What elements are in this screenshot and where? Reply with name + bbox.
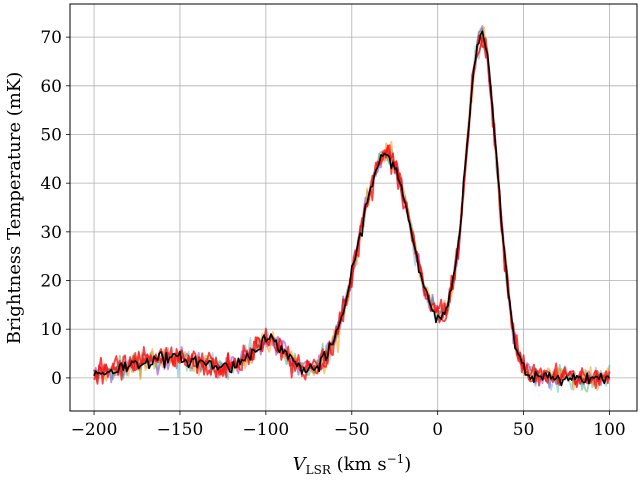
grid (70, 4, 637, 411)
x-tick-label: −50 (334, 420, 370, 440)
y-tick-label: 0 (51, 369, 62, 389)
y-axis-label: Brightness Temperature (mK) (4, 72, 25, 345)
x-axis-label: VLSR (km s−1) (293, 452, 412, 477)
series-group (93, 25, 611, 393)
y-tick-label: 10 (40, 320, 62, 340)
series-line (93, 34, 610, 390)
x-tick-label: −150 (157, 420, 204, 440)
y-tick-label: 40 (40, 174, 62, 194)
x-tick-label: 0 (432, 420, 443, 440)
ticks: −200 −150 −100 −50 0 50 100 0 10 20 30 40 50 60 70 (40, 28, 625, 440)
x-tick-label: 50 (513, 420, 535, 440)
series-line (93, 30, 611, 387)
y-tick-label: 30 (40, 223, 62, 243)
x-tick-label: 100 (593, 420, 625, 440)
y-tick-label: 20 (40, 272, 62, 292)
x-tick-label: −100 (243, 420, 290, 440)
y-tick-label: 60 (40, 77, 62, 97)
y-tick-label: 50 (40, 125, 62, 145)
plot-frame (69, 3, 638, 412)
y-tick-label: 70 (40, 28, 62, 48)
x-tick-label: −200 (71, 420, 118, 440)
